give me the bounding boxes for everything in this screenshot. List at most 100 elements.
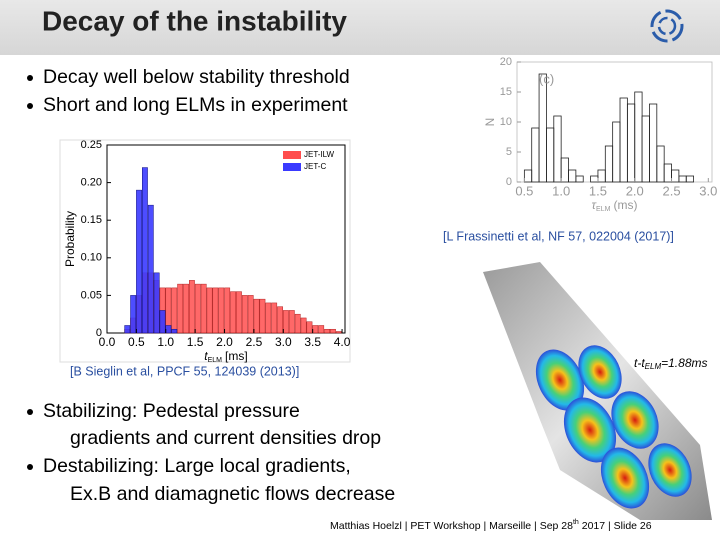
label-sub: ELM (645, 362, 662, 371)
histogram-bar (575, 175, 584, 183)
citation: [L Frassinetti et al, NF 57, 022004 (201… (443, 229, 674, 243)
histogram-bar (294, 313, 301, 334)
x-tick-label: 2.5 (246, 335, 263, 349)
x-axis-label: tELM [ms] (204, 349, 247, 364)
histogram-bar (165, 325, 172, 334)
histogram-bar (171, 287, 178, 334)
x-tick-label: 0.5 (128, 335, 145, 349)
surface-plot (483, 262, 712, 520)
x-tick-label: 0.5 (515, 183, 533, 198)
bullet-line: gradients and current densities drop (70, 427, 381, 449)
bullet-dot (27, 103, 33, 109)
histogram-bar (200, 283, 207, 334)
legend-swatch (283, 163, 301, 171)
surface-blob (563, 397, 617, 463)
footer-sup: th (573, 519, 579, 526)
bullet: Destabilizing: Large local gradients, (43, 455, 351, 477)
y-tick-label: 0.10 (81, 252, 102, 264)
bullet-dot (27, 464, 33, 470)
label-text: t-t (634, 356, 645, 370)
y-tick-label: 0.15 (81, 214, 102, 226)
histogram-bar (142, 167, 148, 334)
logo-ring (650, 9, 684, 43)
y-tick-label: 0.20 (81, 177, 102, 189)
annotation: (c) (539, 71, 554, 86)
footer: Matthias Hoelzl | PET Workshop | Marseil… (330, 519, 652, 532)
bullet: Stabilizing: Pedestal pressure (43, 400, 300, 422)
histogram-bar (230, 291, 236, 334)
histogram-bar (136, 189, 142, 334)
histogram-bar (253, 298, 260, 334)
y-tick-label: 20 (500, 56, 512, 68)
histogram-bar (288, 310, 295, 334)
y-axis-label: Probability (63, 211, 77, 267)
legend-label: JET-ILW (304, 150, 335, 159)
y-tick-label: 10 (500, 116, 512, 128)
histogram-bar (147, 204, 154, 334)
x-tick-label: 2.0 (626, 183, 644, 198)
x-label-sub: ELM (596, 206, 611, 213)
x-label-symbol: t (204, 349, 208, 363)
bullet-line: Ex.B and diamagnetic flows decrease (70, 483, 395, 505)
histogram-bar (153, 272, 160, 334)
histogram-bar (306, 321, 313, 334)
logo-inner (657, 16, 677, 36)
bullet: Decay well below stability threshold (43, 66, 350, 88)
histogram-bar (130, 295, 137, 334)
footer-rest: 2017 | Slide 26 (579, 520, 652, 532)
surface-blob (611, 391, 659, 449)
histogram-bar (649, 103, 658, 183)
surface-blob (535, 349, 585, 411)
x-tick-label: 2.0 (216, 335, 233, 349)
histogram-bar (259, 298, 266, 334)
histogram-bar (171, 328, 178, 334)
histogram-bar (236, 291, 242, 334)
surface-blob (578, 345, 622, 399)
surface-blob (600, 447, 650, 509)
bullet: Short and long ELMs in experiment (43, 94, 348, 116)
x-tick-label: 1.0 (157, 335, 174, 349)
x-label-symbol: τ (592, 198, 598, 212)
histogram-bar (177, 283, 184, 334)
bullet-dot (27, 75, 33, 81)
x-label-sub: ELM (208, 357, 223, 364)
histogram-bar (224, 287, 231, 334)
logo (650, 9, 684, 43)
x-tick-label: 1.5 (187, 335, 204, 349)
x-tick-label: 0.0 (99, 335, 116, 349)
histogram-bar (189, 280, 195, 334)
histogram-bar (194, 283, 201, 334)
surface-label: t-tELM=1.88ms (634, 356, 707, 371)
legend-label: JET-C (304, 162, 326, 171)
histogram-bar (324, 328, 330, 334)
histogram-bar (206, 287, 213, 334)
y-tick-label: 5 (506, 146, 512, 158)
histogram-bar (283, 310, 289, 334)
y-tick-label: 0 (96, 327, 102, 339)
histogram-bar (312, 325, 319, 334)
histogram-bar (218, 287, 225, 334)
histogram-bar (300, 317, 307, 334)
legend-swatch (283, 151, 301, 159)
x-tick-label: 3.5 (304, 335, 321, 349)
histogram-bar (212, 287, 219, 334)
x-label-unit: [ms] (225, 349, 248, 363)
title: Decay of the instability (42, 5, 347, 36)
y-tick-label: 0.25 (81, 139, 102, 151)
histogram-bar (159, 310, 166, 334)
citation: [B Sieglin et al, PPCF 55, 124039 (2013)… (70, 364, 299, 378)
x-axis-label: τELM (ms) (592, 198, 638, 213)
histogram-bar (183, 283, 189, 334)
histogram-bar (241, 295, 248, 334)
footer-text: Matthias Hoelzl | PET Workshop | Marseil… (330, 520, 573, 532)
histogram-bar (277, 306, 283, 334)
y-tick-label: 0 (506, 176, 512, 188)
x-tick-label: 4.0 (334, 335, 351, 349)
histogram-bar (335, 331, 342, 334)
histogram-bar (265, 302, 272, 334)
y-tick-label: 0.05 (81, 289, 102, 301)
label-rest: =1.88ms (661, 356, 707, 370)
histogram-bar (124, 325, 131, 334)
